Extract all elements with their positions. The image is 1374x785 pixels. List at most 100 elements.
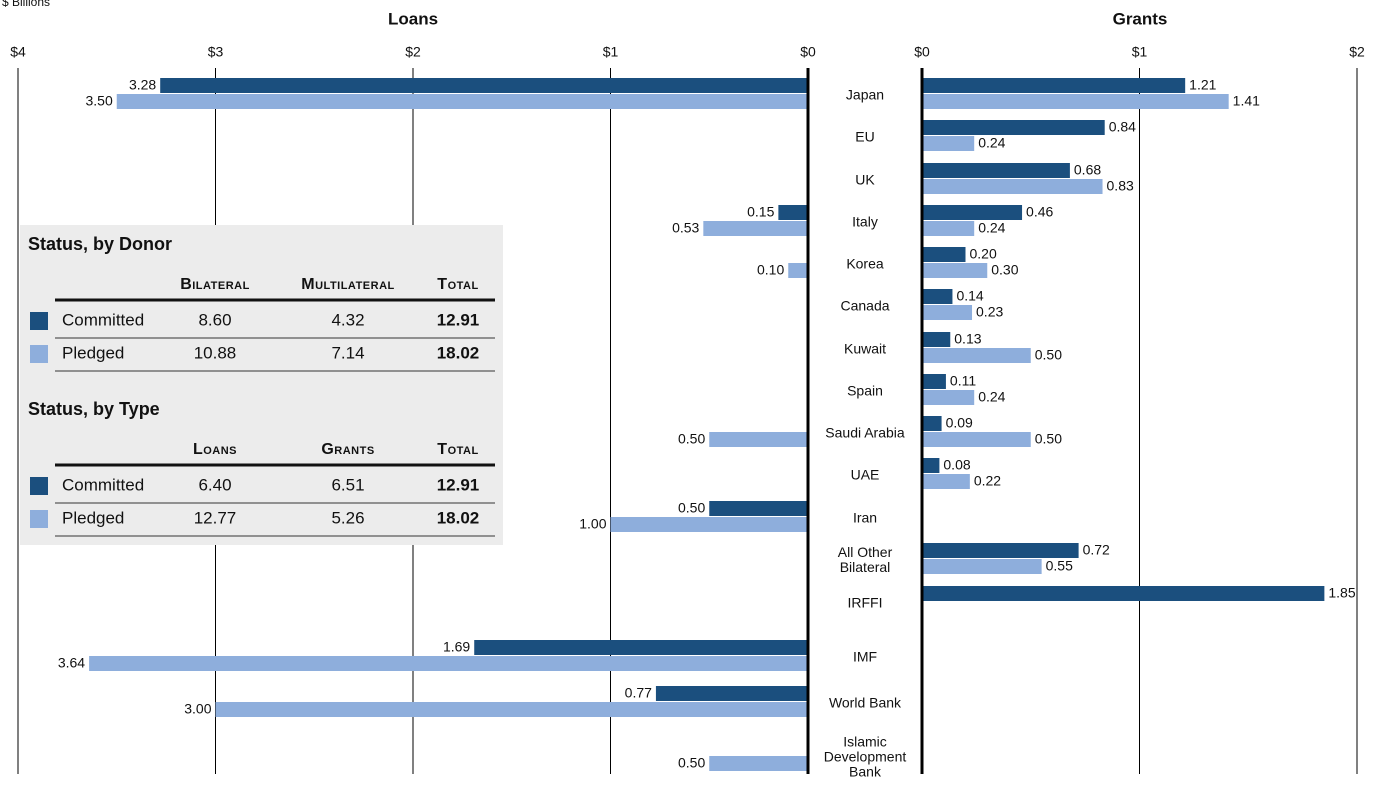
table-cell: 18.02 <box>437 508 480 527</box>
data-label: 0.08 <box>943 457 970 473</box>
bar <box>922 348 1031 363</box>
category-label: Saudi Arabia <box>825 424 905 441</box>
x-tick-label: $0 <box>800 44 816 60</box>
bar <box>655 686 808 701</box>
category-label: Iran <box>852 509 878 526</box>
table-cell: 6.51 <box>331 475 364 494</box>
x-tick-label: $1 <box>603 44 619 60</box>
column-header: Bilateral <box>180 276 250 293</box>
bar <box>703 221 808 236</box>
data-label: 0.10 <box>757 262 784 278</box>
column-header: Total <box>437 441 478 458</box>
data-label: 0.50 <box>678 500 705 516</box>
bar <box>922 474 970 489</box>
data-label: 0.24 <box>978 220 1005 236</box>
data-label: 0.14 <box>956 288 983 304</box>
legend-label: Pledged <box>62 508 124 527</box>
data-label: 0.46 <box>1026 204 1053 220</box>
table-cell: 12.91 <box>437 310 480 329</box>
bar <box>709 756 808 771</box>
bar <box>922 559 1042 574</box>
column-header: Loans <box>193 441 237 458</box>
category-label: UK <box>855 171 875 188</box>
data-label: 3.64 <box>58 655 85 671</box>
data-label: 0.22 <box>974 473 1001 489</box>
x-tick-label: $0 <box>914 44 930 60</box>
bar <box>922 416 942 431</box>
legend-swatch <box>30 345 48 363</box>
category-label: Islamic Development Bank <box>823 733 907 780</box>
bar <box>922 332 951 347</box>
column-header: Total <box>437 276 478 293</box>
bar <box>709 501 808 516</box>
data-label: 0.68 <box>1074 162 1101 178</box>
x-tick-label: $1 <box>1132 44 1148 60</box>
category-label: Spain <box>847 382 883 399</box>
legend-swatch <box>30 477 48 495</box>
table-cell: 5.26 <box>331 508 364 527</box>
table-cell: 4.32 <box>331 310 364 329</box>
data-label: 3.00 <box>184 701 211 717</box>
table-cell: 6.40 <box>198 475 231 494</box>
bars <box>89 78 1325 771</box>
category-label: EU <box>855 128 875 145</box>
bar <box>922 78 1186 93</box>
bar <box>922 432 1031 447</box>
table-cell: 10.88 <box>194 343 237 362</box>
data-label: 0.30 <box>991 262 1018 278</box>
category-label: Canada <box>840 297 890 314</box>
data-label: 1.69 <box>443 639 470 655</box>
bar <box>922 458 940 473</box>
bar <box>922 136 975 151</box>
table-title: Status, by Donor <box>28 234 172 254</box>
data-label: 0.84 <box>1109 119 1136 135</box>
legend-label: Pledged <box>62 343 124 362</box>
data-label: 0.50 <box>1035 347 1062 363</box>
data-label: 0.83 <box>1107 178 1134 194</box>
data-label: 0.53 <box>672 220 699 236</box>
bar <box>922 247 966 262</box>
table-cell: 18.02 <box>437 343 480 362</box>
data-label: 3.50 <box>86 93 113 109</box>
data-label: 3.28 <box>129 77 156 93</box>
data-label: 0.20 <box>970 246 997 262</box>
data-label: 0.24 <box>978 389 1005 405</box>
table-cell: 12.77 <box>194 508 237 527</box>
bar <box>778 205 808 220</box>
panel-background <box>20 225 503 545</box>
x-tick-label: $2 <box>405 44 421 60</box>
bar <box>922 543 1079 558</box>
bar <box>922 374 946 389</box>
data-label: 0.55 <box>1046 558 1073 574</box>
category-label: Kuwait <box>843 340 887 357</box>
data-label: 0.15 <box>747 204 774 220</box>
x-tick-label: $2 <box>1349 44 1365 60</box>
data-label: 0.72 <box>1083 542 1110 558</box>
column-header: Grants <box>321 441 374 458</box>
data-label: 0.13 <box>954 331 981 347</box>
category-label: World Bank <box>828 694 902 711</box>
bar <box>922 289 953 304</box>
bar <box>116 94 808 109</box>
bar <box>610 517 808 532</box>
data-label: 0.23 <box>976 304 1003 320</box>
bar <box>788 263 808 278</box>
legend-swatch <box>30 510 48 528</box>
category-label: IMF <box>852 648 878 665</box>
bar <box>922 390 975 405</box>
bar <box>922 94 1229 109</box>
legend-swatch <box>30 312 48 330</box>
bar <box>922 263 988 278</box>
x-tick-label: $3 <box>208 44 224 60</box>
data-label: 1.21 <box>1189 77 1216 93</box>
data-label: 0.11 <box>950 373 976 389</box>
table-cell: 7.14 <box>331 343 364 362</box>
bar <box>709 432 808 447</box>
chart-title: Grants <box>1113 9 1168 28</box>
category-label: UAE <box>850 466 880 483</box>
bar <box>922 205 1023 220</box>
bar <box>922 305 973 320</box>
data-label: 0.50 <box>1035 431 1062 447</box>
